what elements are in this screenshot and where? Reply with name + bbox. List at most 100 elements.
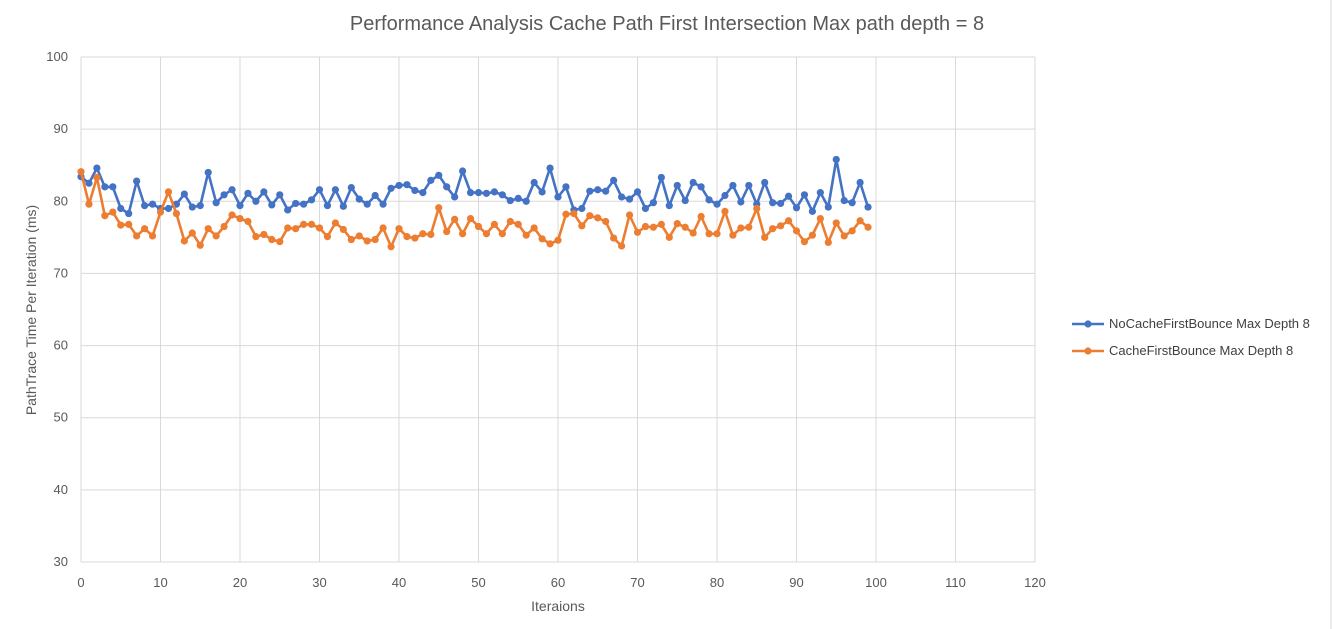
data-point: [300, 220, 308, 228]
y-tick-label: 90: [54, 121, 68, 136]
data-point: [403, 181, 411, 189]
data-point: [125, 209, 133, 218]
data-point: [602, 187, 610, 195]
data-point: [856, 217, 864, 225]
y-tick-label: 50: [54, 410, 68, 425]
data-point: [435, 204, 443, 212]
data-point: [490, 220, 498, 228]
data-point: [411, 186, 419, 195]
data-point: [729, 231, 737, 239]
data-point: [148, 232, 157, 240]
data-point: [109, 183, 117, 191]
data-point: [816, 189, 824, 197]
x-tick-label: 20: [233, 575, 247, 590]
data-point: [840, 196, 848, 205]
series-line: [80, 158, 870, 215]
data-point: [307, 196, 316, 204]
data-point: [260, 230, 268, 239]
data-point: [331, 219, 339, 227]
data-point: [451, 215, 459, 223]
data-point: [737, 224, 745, 232]
data-point: [180, 237, 188, 245]
x-axis-ticks: 0 10 20 30 40 50 60 70 80 90 100 110 120: [77, 575, 1045, 590]
data-point: [117, 204, 125, 213]
data-point: [101, 183, 109, 191]
series-1: [77, 155, 872, 218]
data-point: [840, 232, 848, 240]
legend-marker: [1084, 347, 1092, 355]
data-point: [379, 224, 387, 232]
data-point: [395, 225, 403, 233]
legend-label: CacheFirstBounce Max Depth 8: [1109, 343, 1293, 358]
data-point: [204, 168, 212, 177]
x-tick-label: 70: [630, 575, 644, 590]
data-point: [506, 196, 514, 205]
data-point: [784, 192, 793, 200]
data-point: [618, 242, 626, 250]
data-point: [323, 202, 332, 210]
data-point: [133, 177, 141, 185]
data-point: [331, 186, 339, 194]
y-axis-ticks: 30 40 50 60 70 80 90 100: [46, 49, 68, 569]
data-point: [292, 199, 300, 208]
data-point: [315, 224, 324, 232]
data-point: [490, 188, 498, 196]
x-axis-label: Iteraions: [531, 598, 585, 614]
data-point: [156, 208, 165, 216]
data-point: [761, 178, 769, 187]
data-point: [570, 209, 578, 218]
data-point: [228, 211, 236, 219]
data-point: [268, 201, 276, 209]
data-point: [419, 230, 427, 238]
data-point: [602, 217, 610, 226]
data-point: [729, 181, 737, 190]
data-point: [466, 189, 475, 197]
y-tick-label: 30: [54, 554, 68, 569]
x-tick-label: 0: [77, 575, 84, 590]
data-point: [459, 167, 467, 175]
data-point: [673, 181, 681, 190]
data-point: [347, 183, 355, 192]
data-point: [586, 187, 594, 195]
data-point: [93, 173, 101, 182]
data-point: [85, 179, 93, 187]
data-point: [745, 223, 753, 231]
data-point: [403, 233, 411, 241]
data-point: [578, 222, 586, 230]
data-point: [188, 203, 196, 211]
data-point: [697, 183, 705, 191]
data-point: [689, 178, 697, 187]
data-point: [737, 198, 745, 206]
data-point: [482, 230, 491, 238]
chart-title: Performance Analysis Cache Path First In…: [350, 13, 984, 35]
data-point: [141, 202, 149, 210]
x-tick-label: 50: [471, 575, 485, 590]
data-point: [546, 240, 554, 248]
data-point: [808, 231, 817, 239]
data-point: [856, 178, 864, 187]
data-point: [180, 190, 188, 198]
data-point: [196, 241, 204, 249]
data-point: [721, 207, 729, 215]
data-point: [816, 215, 824, 223]
data-point: [252, 197, 260, 205]
data-point: [657, 220, 665, 228]
data-point: [594, 214, 602, 222]
data-point: [307, 220, 316, 228]
data-point: [117, 221, 125, 229]
legend-marker: [1084, 320, 1092, 328]
series-line: [79, 171, 869, 248]
data-point: [109, 208, 117, 216]
data-point: [673, 220, 681, 228]
data-point: [554, 236, 562, 244]
data-point: [220, 222, 228, 231]
data-point: [474, 222, 483, 231]
data-point: [498, 230, 506, 238]
data-point: [427, 230, 435, 239]
data-point: [689, 229, 697, 237]
data-point: [681, 196, 689, 205]
data-point: [522, 197, 530, 205]
data-point: [848, 199, 856, 207]
data-point: [244, 189, 252, 197]
